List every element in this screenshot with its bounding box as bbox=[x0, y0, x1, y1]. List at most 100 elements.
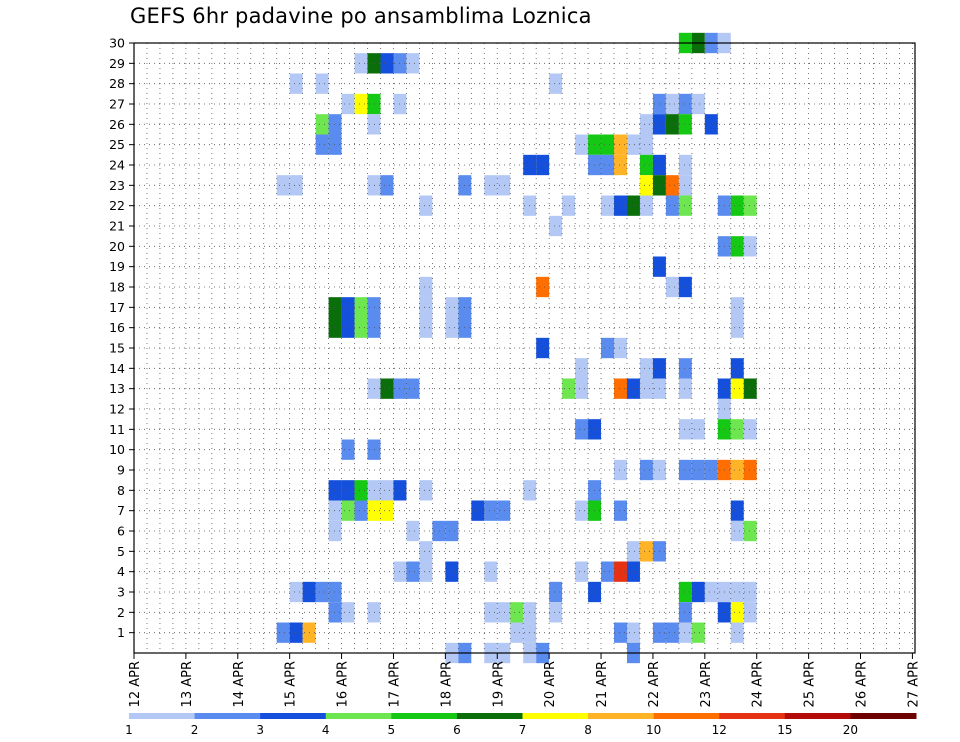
heatmap-cell bbox=[497, 500, 511, 521]
heatmap-cell bbox=[341, 93, 355, 115]
y-tick-label: 1 bbox=[117, 625, 125, 640]
heatmap-cell bbox=[626, 561, 640, 582]
heatmap-cell bbox=[328, 114, 342, 135]
heatmap-cell bbox=[730, 459, 744, 481]
y-tick-label: 13 bbox=[109, 381, 125, 396]
x-tick-label: 12 APR bbox=[128, 661, 143, 707]
y-tick-label: 21 bbox=[109, 219, 125, 234]
heatmap-cell bbox=[445, 561, 459, 582]
heatmap-cell bbox=[406, 561, 420, 582]
heatmap-cell bbox=[289, 622, 303, 643]
y-tick-label: 27 bbox=[109, 97, 125, 112]
heatmap-cell bbox=[406, 53, 420, 74]
heatmap-cell bbox=[562, 378, 576, 399]
heatmap-cell bbox=[639, 378, 653, 399]
heatmap-cell bbox=[730, 602, 744, 623]
heatmap-cell bbox=[614, 561, 627, 582]
heatmap-cell bbox=[639, 134, 653, 155]
heatmap-cell bbox=[484, 175, 498, 196]
heatmap-cell bbox=[445, 297, 459, 318]
x-tick-label: 17 APR bbox=[387, 661, 402, 707]
x-tick-label: 14 APR bbox=[232, 661, 247, 707]
legend-swatch bbox=[325, 713, 392, 719]
heatmap-cell bbox=[432, 520, 446, 542]
heatmap-cell bbox=[678, 378, 692, 399]
heatmap-cell bbox=[691, 581, 705, 603]
heatmap-cell bbox=[743, 459, 757, 481]
heatmap-cell bbox=[626, 378, 640, 399]
x-tick-label: 24 APR bbox=[751, 661, 766, 707]
legend-swatch bbox=[719, 713, 786, 719]
heatmap-cell bbox=[549, 215, 563, 237]
heatmap-cell bbox=[549, 602, 563, 623]
heatmap-cell bbox=[678, 622, 692, 643]
heatmap-cell bbox=[601, 195, 615, 216]
heatmap-cell bbox=[315, 581, 329, 603]
legend-swatch bbox=[391, 713, 458, 719]
y-tick-label: 15 bbox=[109, 341, 125, 356]
heatmap-cell bbox=[678, 459, 692, 481]
heatmap-cell bbox=[614, 500, 627, 521]
y-tick-label: 10 bbox=[109, 442, 125, 457]
y-tick-label: 4 bbox=[117, 564, 125, 579]
heatmap-cell bbox=[328, 480, 342, 501]
heatmap-cell bbox=[354, 53, 368, 74]
heatmap-cell bbox=[289, 581, 303, 603]
y-tick-label: 29 bbox=[109, 56, 125, 71]
x-tick-label: 23 APR bbox=[699, 661, 714, 707]
heatmap-cell bbox=[354, 500, 368, 521]
heatmap-cell bbox=[639, 195, 653, 216]
legend-swatch bbox=[588, 713, 655, 719]
heatmap-cell bbox=[406, 378, 420, 399]
y-tick-label: 26 bbox=[109, 117, 125, 132]
heatmap-cell bbox=[328, 581, 342, 603]
heatmap-cell bbox=[704, 581, 718, 603]
y-tick-label: 20 bbox=[109, 239, 125, 254]
heatmap-cell bbox=[626, 541, 640, 562]
heatmap-cell bbox=[419, 561, 433, 582]
heatmap-cell bbox=[743, 581, 757, 603]
heatmap-cell bbox=[354, 297, 368, 318]
heatmap-cell bbox=[328, 602, 342, 623]
heatmap-cell bbox=[691, 419, 705, 440]
legend-label: 4 bbox=[322, 723, 330, 737]
heatmap-cell bbox=[614, 459, 627, 481]
heatmap-cell bbox=[678, 276, 692, 298]
y-tick-label: 28 bbox=[109, 76, 125, 91]
heatmap-cell bbox=[380, 378, 394, 399]
heatmap-cell bbox=[743, 236, 757, 257]
heatmap-cell bbox=[678, 581, 692, 603]
heatmap-cell bbox=[639, 459, 653, 481]
x-tick-label: 20 APR bbox=[543, 661, 558, 707]
heatmap-cell bbox=[445, 317, 459, 338]
legend-swatch bbox=[260, 713, 327, 719]
heatmap-cell bbox=[678, 195, 692, 216]
legend-label: 12 bbox=[712, 723, 727, 737]
y-tick-label: 14 bbox=[109, 361, 125, 376]
heatmap-cell bbox=[665, 114, 679, 135]
heatmap-cell bbox=[328, 500, 342, 521]
heatmap-cell bbox=[380, 500, 394, 521]
legend-label: 5 bbox=[388, 723, 396, 737]
x-tick-label: 15 APR bbox=[284, 661, 299, 707]
heatmap-cell bbox=[575, 358, 589, 379]
heatmap-cell bbox=[419, 317, 433, 338]
heatmap-cell bbox=[419, 276, 433, 298]
heatmap-cell bbox=[419, 541, 433, 562]
legend-label: 20 bbox=[843, 723, 858, 737]
heatmap-cell bbox=[419, 297, 433, 318]
heatmap-cell bbox=[575, 500, 589, 521]
heatmap-cell bbox=[341, 602, 355, 623]
heatmap-cell bbox=[601, 154, 615, 176]
heatmap-cell bbox=[536, 154, 550, 176]
x-tick-label: 21 APR bbox=[595, 661, 610, 707]
heatmap-cell bbox=[510, 602, 524, 623]
heatmap-cell bbox=[665, 93, 679, 115]
heatmap-cell bbox=[639, 358, 653, 379]
legend-label: 15 bbox=[777, 723, 792, 737]
heatmap-cell bbox=[549, 581, 563, 603]
heatmap-cell bbox=[536, 276, 550, 298]
heatmap-cell bbox=[678, 602, 692, 623]
y-tick-label: 24 bbox=[109, 158, 125, 173]
